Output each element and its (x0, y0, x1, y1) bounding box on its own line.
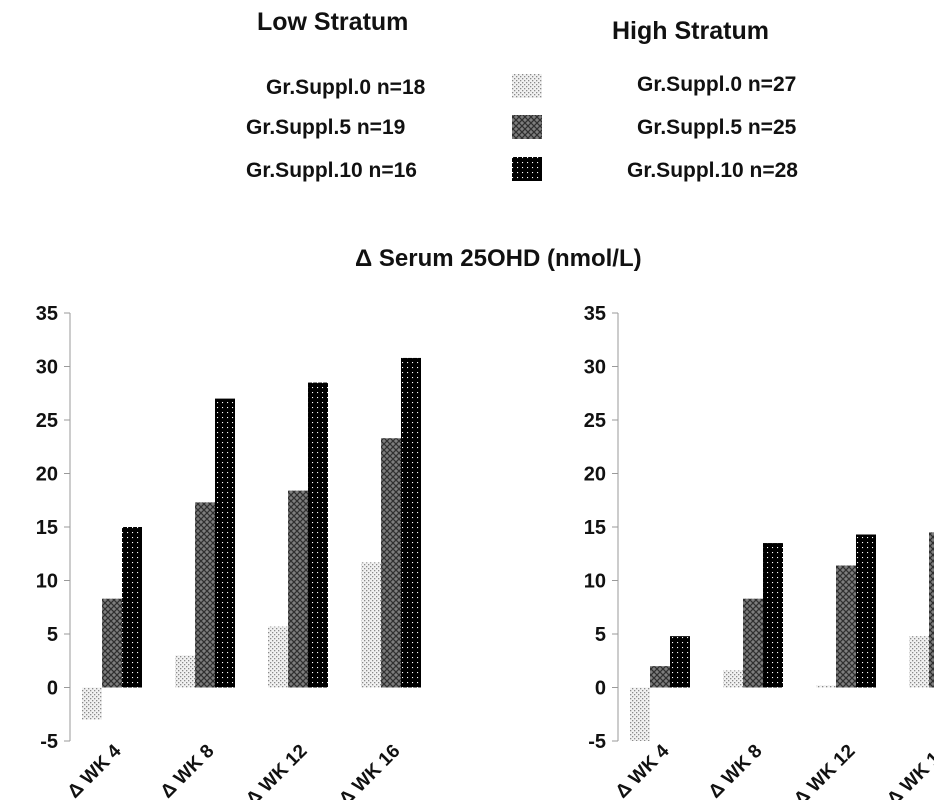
bar-0-1-0 (175, 655, 195, 688)
x-category-label-0-2: Δ WK 12 (242, 741, 311, 800)
bar-1-3-0 (909, 636, 929, 688)
bar-1-0-1 (650, 666, 670, 688)
bar-0-0-1 (102, 598, 122, 688)
legend-low-entry-0: Gr.Suppl.0 n=18 (266, 76, 426, 99)
legend-high-entry-2: Gr.Suppl.10 n=28 (627, 159, 798, 182)
legend-high-entry-1: Gr.Suppl.5 n=25 (637, 116, 797, 139)
x-category-label-0-3: Δ WK 16 (335, 741, 404, 800)
y-tick-label-1: 35 (584, 303, 606, 325)
bar-1-3-1 (929, 532, 934, 688)
legend-low-header: Low Stratum (257, 8, 409, 36)
bar-1-1-2 (763, 543, 783, 688)
y-tick-label-0: 5 (47, 624, 58, 646)
y-tick-label-1: 10 (584, 571, 606, 593)
bar-0-2-1 (288, 490, 308, 688)
y-tick-label-1: 5 (595, 624, 606, 646)
chart-title: Δ Serum 25OHD (nmol/L) (355, 245, 642, 272)
legend-high-header: High Stratum (612, 17, 769, 45)
x-category-label-1-1: Δ WK 8 (705, 741, 767, 800)
bar-1-2-0 (816, 685, 836, 688)
legend-low-entry-2: Gr.Suppl.10 n=16 (246, 159, 417, 182)
y-tick-label-0: 10 (36, 571, 58, 593)
bar-0-1-2 (215, 398, 235, 688)
bar-0-3-1 (381, 438, 401, 688)
y-tick-label-1: 20 (584, 464, 606, 486)
x-category-label-1-3: Δ WK 16 (883, 741, 934, 800)
x-category-label-0-0: Δ WK 4 (64, 740, 126, 800)
bar-0-3-2 (401, 357, 421, 688)
y-tick-label-1: -5 (588, 731, 606, 753)
bar-0-1-1 (195, 502, 215, 688)
x-category-label-0-1: Δ WK 8 (157, 741, 219, 800)
bar-0-0-2 (122, 527, 142, 688)
bar-1-0-2 (670, 636, 690, 688)
y-tick-label-0: 25 (36, 410, 58, 432)
y-tick-label-0: -5 (40, 731, 58, 753)
legend-low-entry-1: Gr.Suppl.5 n=19 (246, 116, 406, 139)
bar-1-2-2 (856, 534, 876, 688)
y-tick-label-0: 35 (36, 303, 58, 325)
x-category-label-1-0: Δ WK 4 (612, 740, 674, 800)
y-tick-label-0: 30 (36, 357, 58, 379)
y-tick-label-1: 0 (595, 678, 606, 700)
bar-0-3-0 (361, 562, 381, 688)
bar-1-1-1 (743, 598, 763, 688)
y-tick-label-1: 15 (584, 517, 606, 539)
y-tick-label-0: 15 (36, 517, 58, 539)
bar-1-2-1 (836, 565, 856, 688)
x-category-label-1-2: Δ WK 12 (790, 741, 859, 800)
bar-0-2-0 (268, 626, 288, 688)
y-tick-label-1: 25 (584, 410, 606, 432)
bar-0-0-0 (82, 687, 102, 720)
y-tick-label-0: 0 (47, 678, 58, 700)
legend-high-entry-0: Gr.Suppl.0 n=27 (637, 73, 797, 96)
y-tick-label-1: 30 (584, 357, 606, 379)
bar-1-0-0 (630, 687, 650, 741)
y-tick-label-0: 20 (36, 464, 58, 486)
bar-1-1-0 (723, 670, 743, 688)
bar-0-2-2 (308, 382, 328, 688)
